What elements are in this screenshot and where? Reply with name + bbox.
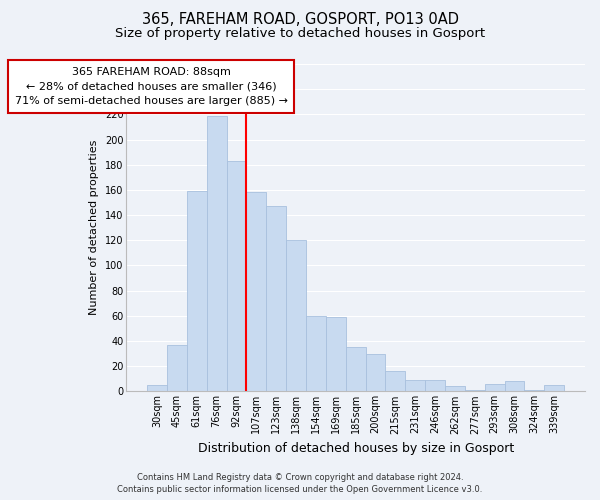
Bar bbox=[326, 317, 346, 392]
Bar bbox=[524, 390, 544, 392]
Bar bbox=[346, 348, 365, 392]
Text: 365 FAREHAM ROAD: 88sqm
← 28% of detached houses are smaller (346)
71% of semi-d: 365 FAREHAM ROAD: 88sqm ← 28% of detache… bbox=[14, 66, 287, 106]
Bar bbox=[227, 161, 247, 392]
Bar bbox=[385, 371, 406, 392]
Y-axis label: Number of detached properties: Number of detached properties bbox=[89, 140, 100, 316]
Bar bbox=[465, 390, 485, 392]
Bar bbox=[167, 345, 187, 392]
Bar bbox=[445, 386, 465, 392]
Bar bbox=[286, 240, 306, 392]
Bar bbox=[187, 191, 207, 392]
Bar bbox=[365, 354, 385, 392]
Bar bbox=[425, 380, 445, 392]
Bar bbox=[247, 192, 266, 392]
Text: Contains HM Land Registry data © Crown copyright and database right 2024.
Contai: Contains HM Land Registry data © Crown c… bbox=[118, 472, 482, 494]
Bar bbox=[306, 316, 326, 392]
Bar bbox=[266, 206, 286, 392]
Bar bbox=[406, 380, 425, 392]
X-axis label: Distribution of detached houses by size in Gosport: Distribution of detached houses by size … bbox=[197, 442, 514, 455]
Bar bbox=[207, 116, 227, 392]
Text: 365, FAREHAM ROAD, GOSPORT, PO13 0AD: 365, FAREHAM ROAD, GOSPORT, PO13 0AD bbox=[142, 12, 458, 28]
Bar bbox=[147, 385, 167, 392]
Bar bbox=[544, 385, 564, 392]
Text: Size of property relative to detached houses in Gosport: Size of property relative to detached ho… bbox=[115, 28, 485, 40]
Bar bbox=[505, 382, 524, 392]
Bar bbox=[485, 384, 505, 392]
